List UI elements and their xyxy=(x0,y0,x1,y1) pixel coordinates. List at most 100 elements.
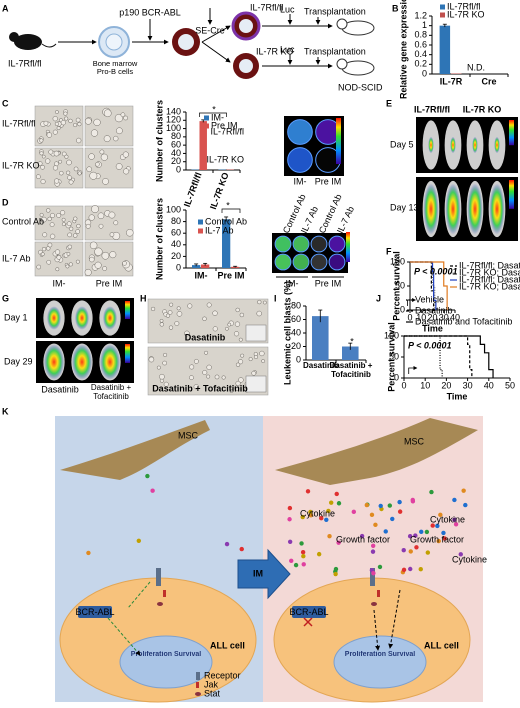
cell xyxy=(73,166,79,172)
significance-bracket xyxy=(199,112,227,117)
cytokine-dot xyxy=(370,543,376,548)
cell xyxy=(41,154,46,159)
cytokine-dot xyxy=(383,529,388,534)
nucleus xyxy=(239,59,253,73)
panel-letter: J xyxy=(376,293,381,303)
cytokine-dot xyxy=(359,533,365,539)
row-label: Control Ab xyxy=(2,216,44,226)
cytokine-dot xyxy=(418,566,423,572)
cell xyxy=(113,220,119,226)
colorbar xyxy=(125,344,130,363)
col-label: IM- xyxy=(294,176,307,186)
source-label: Bone marrow Pro-B cells xyxy=(92,60,138,77)
cell xyxy=(227,322,232,327)
cell xyxy=(169,302,174,307)
cell xyxy=(56,212,62,218)
significance-bracket xyxy=(221,208,241,213)
cell xyxy=(77,171,82,176)
nucleus xyxy=(239,19,253,33)
well xyxy=(310,253,328,271)
row-label: IL-7 Ab xyxy=(2,253,31,263)
cell xyxy=(49,233,56,240)
x-tick-label: IM- xyxy=(195,270,208,280)
cell-label: ALL cell xyxy=(210,640,245,650)
cytokine-dot xyxy=(301,562,306,567)
y-tick-label: 0.6 xyxy=(414,39,427,49)
outcome-label-box: Proliferation Survival xyxy=(345,651,415,658)
panel-letter: G xyxy=(2,293,9,303)
cell xyxy=(67,232,72,238)
cytokine-dot xyxy=(371,571,376,576)
cell xyxy=(43,120,49,126)
col-label: IL-7Rfl/fl xyxy=(414,104,450,114)
row-label: IL-7Rfl/fl xyxy=(210,126,244,136)
jak xyxy=(377,590,380,597)
p-value: P < 0.0001 xyxy=(414,266,457,276)
legend-label: IL-7R KO; Dasatinib- xyxy=(459,267,520,277)
cell xyxy=(176,306,181,311)
cell xyxy=(61,222,66,227)
cell xyxy=(45,158,51,164)
error-bar xyxy=(233,265,238,268)
y-tick-label: 20 xyxy=(171,251,181,261)
inset xyxy=(245,324,267,342)
cytokine-dot xyxy=(436,538,441,544)
bar xyxy=(312,316,329,360)
panel-letter: E xyxy=(386,98,392,108)
cell xyxy=(36,264,41,270)
cell xyxy=(101,251,110,260)
source-label-box: Bone marrow Pro-B cells xyxy=(92,60,138,77)
y-tick-label: 60 xyxy=(291,314,301,324)
cell xyxy=(60,210,66,216)
legend-label: IL-7Rfl/fl; Dasatinib+ xyxy=(459,274,520,284)
receptor xyxy=(156,568,161,586)
cell xyxy=(76,223,81,229)
cytokine-dot xyxy=(305,489,311,494)
y-tick-label: 0 xyxy=(296,354,301,364)
cell xyxy=(238,337,243,342)
cell xyxy=(88,153,95,160)
cytokine-dot xyxy=(463,502,468,508)
bar xyxy=(192,265,201,268)
cell xyxy=(93,118,101,127)
mouse-head xyxy=(9,32,19,42)
cytokine-dot xyxy=(407,534,413,539)
cytokine-dot xyxy=(301,554,306,559)
vector-label: p190 BCR-ABL xyxy=(119,7,181,17)
y-tick-label: 40 xyxy=(291,327,301,337)
x-tick-label: Dasatinib + Tofacitinib xyxy=(329,362,373,379)
arrow xyxy=(201,25,231,43)
cell xyxy=(100,153,108,161)
cell xyxy=(102,266,108,271)
error-bar xyxy=(318,309,323,323)
y-tick-label: 1.2 xyxy=(414,10,427,20)
cell xyxy=(193,384,199,390)
cell xyxy=(88,214,95,221)
row-label: Day 29 xyxy=(4,356,33,366)
cytokine-dot xyxy=(150,488,155,493)
cytokine-dot xyxy=(300,549,306,555)
group-label: Pre IM xyxy=(315,278,342,288)
cytokine-dot xyxy=(329,500,334,505)
cell xyxy=(235,380,241,386)
signal xyxy=(489,183,505,235)
cell xyxy=(114,113,124,123)
x-tick-label: Pre IM xyxy=(217,270,244,280)
transplant-label: Transplantation xyxy=(304,46,366,56)
cell-label: ALL cell xyxy=(424,640,459,650)
cell xyxy=(176,311,183,317)
cytokine-dot xyxy=(401,548,406,553)
cell xyxy=(36,174,41,180)
legend-label: Vehicle xyxy=(415,294,444,304)
cell xyxy=(40,252,45,257)
cell xyxy=(202,369,208,376)
colorbar xyxy=(509,180,514,209)
cell xyxy=(167,310,173,315)
cytokine-dot xyxy=(408,566,413,572)
cell xyxy=(64,116,69,121)
cytokine-dot xyxy=(373,522,378,528)
panel-letter: A xyxy=(2,3,9,13)
cell xyxy=(69,226,74,231)
cell xyxy=(123,115,128,121)
cell xyxy=(75,259,80,264)
